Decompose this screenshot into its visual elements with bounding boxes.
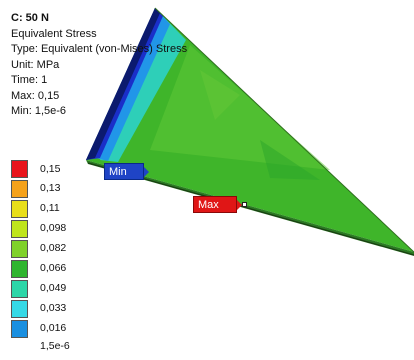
legend-tick-2: 0,11 bbox=[40, 202, 60, 214]
plate-patch-2 bbox=[260, 140, 320, 180]
result-unit: Unit: MPa bbox=[11, 58, 60, 71]
legend-tick-7: 0,033 bbox=[40, 302, 67, 314]
result-type: Type: Equivalent (von-Mises) Stress bbox=[11, 43, 188, 55]
result-title: C: 50 N bbox=[11, 12, 49, 24]
legend-tick-6: 0,049 bbox=[40, 282, 67, 294]
max-probe-label[interactable]: Max bbox=[193, 196, 237, 213]
legend-band-2 bbox=[11, 200, 28, 218]
legend-band-1 bbox=[11, 180, 28, 198]
min-probe-pointer bbox=[143, 166, 149, 178]
legend-tick-5: 0,066 bbox=[40, 262, 67, 274]
result-max: Max: 0,15 bbox=[11, 89, 60, 102]
legend-tick-8: 0,016 bbox=[40, 322, 67, 334]
max-location-marker bbox=[242, 202, 247, 207]
min-probe-label[interactable]: Min bbox=[104, 163, 144, 180]
result-min: Min: 1,5e-6 bbox=[11, 105, 67, 117]
plate-edge-shadow bbox=[86, 8, 160, 160]
legend-tick-1: 0,13 bbox=[40, 182, 61, 194]
legend-tick-9: 1,5e-6 bbox=[40, 340, 70, 352]
max-probe-pointer bbox=[236, 199, 242, 211]
result-time: Time: 1 bbox=[11, 74, 48, 86]
legend-tick-4: 0,082 bbox=[40, 242, 67, 254]
legend-band-5 bbox=[11, 260, 28, 278]
plate-patch-1 bbox=[200, 70, 240, 120]
plate-top-line bbox=[154, 7, 414, 253]
legend-band-6 bbox=[11, 280, 28, 298]
legend-band-8 bbox=[11, 320, 28, 338]
legend-band-0 bbox=[11, 160, 28, 178]
result-info-panel: C: 50 N Equivalent Stress Type: Equivale… bbox=[11, 11, 187, 120]
legend-band-4 bbox=[11, 240, 28, 258]
legend-band-3 bbox=[11, 220, 28, 238]
result-name: Equivalent Stress bbox=[11, 27, 97, 40]
legend-tick-0: 0,15 bbox=[40, 163, 61, 175]
legend-tick-3: 0,098 bbox=[40, 222, 67, 234]
plate-highlight bbox=[150, 45, 330, 170]
legend-band-7 bbox=[11, 300, 28, 318]
